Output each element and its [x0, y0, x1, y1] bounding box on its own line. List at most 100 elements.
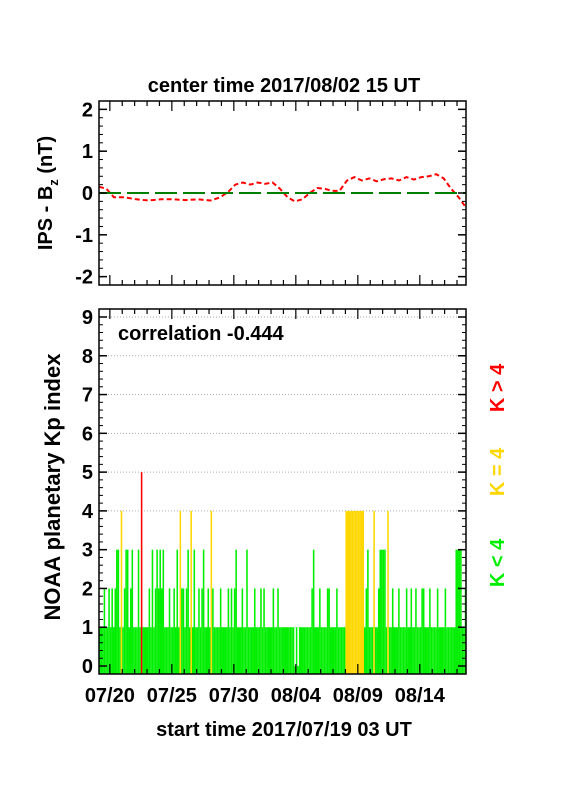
- kp-bar: [232, 627, 234, 674]
- kp-y-tick-label: 4: [82, 501, 94, 523]
- kp-bar: [277, 588, 279, 674]
- kp-bar: [379, 549, 382, 674]
- kp-bar: [267, 627, 270, 674]
- kp-bar: [264, 627, 267, 674]
- kp-bar: [209, 627, 211, 674]
- kp-bar: [343, 627, 346, 674]
- kp-bar: [416, 627, 419, 674]
- kp-bar: [103, 588, 106, 674]
- kp-panel-frame: [98, 308, 467, 675]
- kp-x-axis: 07/20 07/25 07/30 08/04 08/09 08/14: [85, 309, 458, 707]
- kp-bar: [205, 627, 208, 674]
- kp-bar: [376, 627, 378, 674]
- kp-bar: [351, 510, 354, 674]
- kp-bar: [398, 588, 400, 674]
- kp-bar: [261, 627, 264, 674]
- kp-bar: [333, 627, 335, 674]
- kp-bar: [317, 627, 320, 674]
- kp-bar: [249, 627, 251, 674]
- kp-bar: [294, 666, 296, 674]
- kp-bar: [348, 510, 351, 674]
- kp-y-tick-label: 6: [82, 423, 93, 445]
- kp-bar: [367, 549, 369, 674]
- kp-bar: [438, 627, 440, 674]
- kp-bar: [303, 627, 306, 674]
- kp-bar: [295, 627, 298, 674]
- kp-bar: [280, 627, 282, 674]
- kp-bar: [108, 588, 110, 674]
- kp-bar: [230, 588, 233, 674]
- kp-bar: [240, 627, 242, 674]
- kp-bar: [156, 549, 158, 674]
- kp-bar: [357, 510, 360, 674]
- kp-bar: [219, 588, 222, 674]
- kp-bar: [284, 627, 287, 674]
- kp-bar: [207, 588, 210, 674]
- kp-bar: [131, 549, 134, 674]
- kp-bar: [250, 627, 253, 674]
- bz-y-axis-label-unit: (nT): [35, 136, 57, 174]
- kp-bar: [195, 627, 197, 674]
- kp-bar: [334, 627, 337, 674]
- bz-panel-title: center time 2017/08/02 15 UT: [148, 75, 420, 97]
- kp-bar: [306, 627, 309, 674]
- kp-bar: [339, 627, 341, 674]
- kp-bar: [410, 588, 413, 674]
- kp-y-tick-label: 8: [82, 346, 93, 368]
- kp-bar: [255, 627, 258, 674]
- kp-legend-item: K < 4: [487, 538, 509, 587]
- kp-bar: [122, 627, 124, 674]
- kp-bar: [419, 627, 422, 674]
- kp-bar: [402, 627, 405, 674]
- kp-bar: [320, 627, 323, 674]
- kp-bar: [179, 510, 182, 674]
- kp-bar: [128, 627, 130, 674]
- kp-x-tick-label: 08/14: [395, 685, 446, 707]
- kp-bar: [191, 627, 194, 674]
- kp-bar: [116, 549, 118, 674]
- kp-legend-item: K = 4: [487, 447, 509, 496]
- kp-bar: [281, 627, 284, 674]
- kp-bar: [373, 510, 375, 674]
- bz-x-ticks: [109, 101, 458, 285]
- kp-legend-item: K > 4: [487, 363, 509, 412]
- kp-bar: [216, 627, 219, 674]
- kp-bar: [510, 588, 512, 674]
- kp-bar: [493, 627, 495, 674]
- kp-bar: [427, 627, 430, 674]
- kp-bar: [114, 588, 117, 674]
- kp-bar: [331, 627, 334, 674]
- kp-bar: [168, 588, 171, 674]
- kp-bar: [111, 588, 113, 674]
- kp-bar: [460, 549, 462, 674]
- kp-bar: [147, 627, 149, 674]
- kp-bar: [497, 627, 499, 674]
- kp-bar: [479, 627, 481, 674]
- kp-bar: [167, 627, 169, 674]
- kp-bar: [136, 627, 138, 674]
- bz-y-axis-label: IPS - Bz (nT): [35, 136, 61, 250]
- kp-bar: [148, 588, 151, 674]
- bz-y-tick-label: -2: [75, 267, 93, 289]
- kp-bar: [227, 588, 230, 674]
- kp-bar: [253, 588, 256, 674]
- bz-y-tick-label: 1: [82, 141, 93, 163]
- kp-bar: [346, 510, 349, 674]
- kp-bar: [491, 627, 493, 674]
- kp-bar: [447, 627, 450, 674]
- kp-bar: [396, 627, 399, 674]
- kp-bar: [298, 627, 301, 674]
- kp-bar: [244, 627, 247, 674]
- kp-bar: [388, 627, 391, 674]
- kp-bar: [483, 627, 485, 674]
- kp-bar: [405, 588, 408, 674]
- kp-bar: [266, 627, 268, 674]
- kp-bar: [289, 627, 292, 674]
- kp-bar: [181, 588, 183, 674]
- kp-bar: [305, 627, 307, 674]
- kp-bar: [404, 627, 406, 674]
- kp-bar: [337, 627, 340, 674]
- kp-bar: [243, 627, 245, 674]
- kp-bar: [443, 627, 445, 674]
- kp-bar: [198, 588, 200, 674]
